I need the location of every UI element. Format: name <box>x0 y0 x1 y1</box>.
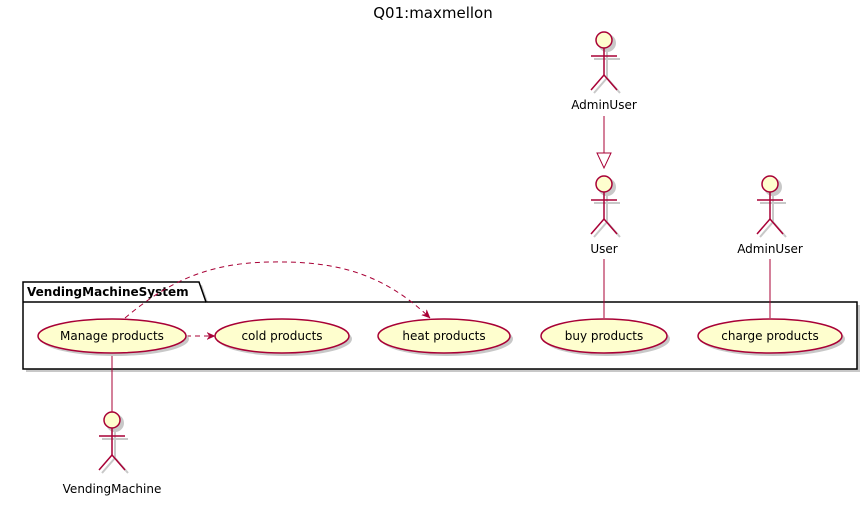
use-case-label: heat products <box>402 329 485 343</box>
actor-vending-machine[interactable]: VendingMachine <box>63 411 162 496</box>
actor-label: User <box>590 242 617 256</box>
actor-label: VendingMachine <box>63 482 162 496</box>
stick-figure-icon <box>590 31 621 94</box>
package-label: VendingMachineSystem <box>27 285 189 299</box>
use-case-buy-products[interactable]: buy products <box>540 318 670 356</box>
use-case-heat-products[interactable]: heat products <box>377 318 513 356</box>
stick-figure-icon <box>98 411 129 474</box>
actor-label: AdminUser <box>571 98 637 112</box>
use-case-label: cold products <box>241 329 322 343</box>
use-case-label: charge products <box>721 329 819 343</box>
use-case-cold-products[interactable]: cold products <box>214 318 352 356</box>
stick-figure-icon <box>756 175 787 238</box>
actor-user[interactable]: User <box>590 175 621 256</box>
diagram-title: Q01:maxmellon <box>373 4 493 22</box>
use-case-label: Manage products <box>60 329 164 343</box>
generalization-arrowhead <box>596 152 612 170</box>
actor-label: AdminUser <box>737 242 803 256</box>
use-case-charge-products[interactable]: charge products <box>697 318 845 356</box>
use-case-manage-products[interactable]: Manage products <box>37 318 189 356</box>
actor-admin-user-top[interactable]: AdminUser <box>571 31 637 112</box>
actor-admin-user-right[interactable]: AdminUser <box>737 175 803 256</box>
stick-figure-icon <box>590 175 621 238</box>
use-case-label: buy products <box>565 329 644 343</box>
relations <box>111 116 771 412</box>
